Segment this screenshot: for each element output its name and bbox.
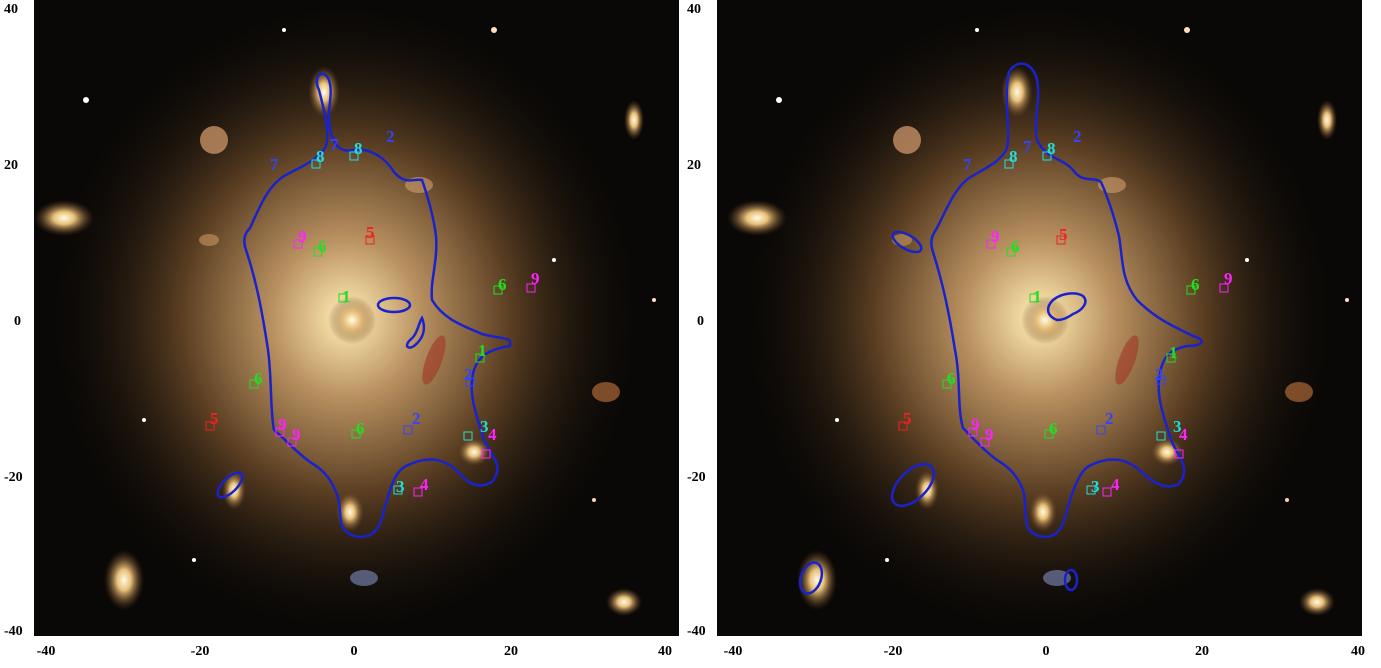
left-label-6c: 6 xyxy=(254,369,263,388)
left-label-1a: 1 xyxy=(342,287,351,306)
left-label-5a: 5 xyxy=(366,223,375,242)
right-ytick-20: 20 xyxy=(687,158,701,173)
right-label-5a: 5 xyxy=(1059,225,1068,244)
right-label-6c: 6 xyxy=(947,369,956,388)
right-label-9b: 9 xyxy=(1224,269,1233,288)
right-xtick-0: 0 xyxy=(1042,644,1050,659)
left-ytick-m20: -20 xyxy=(4,470,23,485)
right-label-8a: 8 xyxy=(1009,147,1018,166)
left-label-1b: 1 xyxy=(478,341,487,360)
left-panel: 40 20 0 -20 -40 -40 -20 0 20 40 xyxy=(0,0,690,668)
left-ytick-m40: -40 xyxy=(4,624,23,639)
right-label-6b: 6 xyxy=(1191,275,1200,294)
left-label-2b: 2 xyxy=(412,409,421,428)
right-xtick-m40: -40 xyxy=(723,644,743,659)
left-label-7a: 7 xyxy=(270,155,279,174)
left-xtick-20: 20 xyxy=(504,644,518,659)
left-xtick-0: 0 xyxy=(350,644,358,659)
right-label-3b: 3 xyxy=(1091,477,1100,496)
right-critical-curves xyxy=(798,62,1203,595)
right-panel: 40 20 0 -20 -40 -40 -20 0 20 40 xyxy=(683,0,1381,668)
right-xtick-20: 20 xyxy=(1195,644,1209,659)
left-xtick-m40: -40 xyxy=(36,644,56,659)
right-label-3a: 3 xyxy=(1173,417,1182,436)
left-label-2c: 2 xyxy=(464,365,473,384)
right-ytick-0: 0 xyxy=(697,314,704,329)
left-label-3b: 3 xyxy=(396,477,405,496)
left-label-2a: 2 xyxy=(386,127,395,146)
left-label-3a: 3 xyxy=(480,417,489,436)
left-label-6b: 6 xyxy=(498,275,507,294)
left-label-9b: 9 xyxy=(531,269,540,288)
right-label-7a: 7 xyxy=(963,155,972,174)
right-label-2a: 2 xyxy=(1073,127,1082,146)
left-xtick-m20: -20 xyxy=(190,644,210,659)
left-label-8a: 8 xyxy=(316,147,325,166)
right-ytick-m40: -40 xyxy=(687,624,706,639)
left-label-9d: 9 xyxy=(292,425,301,444)
right-label-6a: 6 xyxy=(1011,237,1020,256)
left-cluster-image: 1 1 2 2 2 3 3 4 4 5 5 6 6 6 xyxy=(34,0,679,636)
left-xtick-40: 40 xyxy=(658,644,672,659)
right-cluster-image: 1 1 2 2 2 3 3 4 4 5 5 6 6 6 xyxy=(717,0,1362,636)
right-label-1b: 1 xyxy=(1169,343,1178,362)
left-image-labels: 1 1 2 2 2 3 3 4 4 5 5 6 6 6 xyxy=(205,127,540,497)
left-label-9a: 9 xyxy=(298,227,307,246)
right-xtick-m20: -20 xyxy=(883,644,903,659)
right-label-9a: 9 xyxy=(991,227,1000,246)
left-label-6a: 6 xyxy=(318,237,327,256)
right-label-2c: 2 xyxy=(1155,365,1164,384)
left-label-4a: 4 xyxy=(488,425,497,444)
left-label-8b: 8 xyxy=(354,139,363,158)
right-ytick-m20: -20 xyxy=(687,470,706,485)
right-galaxies xyxy=(727,27,1349,616)
left-label-6d: 6 xyxy=(356,419,365,438)
left-label-4b: 4 xyxy=(420,475,429,494)
right-ytick-40: 40 xyxy=(687,2,701,17)
left-ytick-0: 0 xyxy=(14,314,21,329)
left-critical-curves xyxy=(216,72,512,539)
right-label-4b: 4 xyxy=(1111,475,1120,494)
right-label-5b: 5 xyxy=(903,409,912,428)
right-label-9c: 9 xyxy=(971,415,980,434)
left-label-5b: 5 xyxy=(210,409,219,428)
left-ytick-20: 20 xyxy=(4,158,18,173)
right-label-6d: 6 xyxy=(1049,419,1058,438)
right-xtick-40: 40 xyxy=(1351,644,1365,659)
right-label-1a: 1 xyxy=(1033,287,1042,306)
right-label-8b: 8 xyxy=(1047,139,1056,158)
right-label-7b: 7 xyxy=(1023,137,1032,156)
right-label-2b: 2 xyxy=(1105,409,1114,428)
left-label-9c: 9 xyxy=(278,415,287,434)
left-ytick-40: 40 xyxy=(4,2,18,17)
right-label-9d: 9 xyxy=(985,425,994,444)
right-image-labels: 1 1 2 2 2 3 3 4 4 5 5 6 6 6 xyxy=(898,127,1233,497)
left-label-7b: 7 xyxy=(330,135,339,154)
right-label-4a: 4 xyxy=(1179,425,1188,444)
